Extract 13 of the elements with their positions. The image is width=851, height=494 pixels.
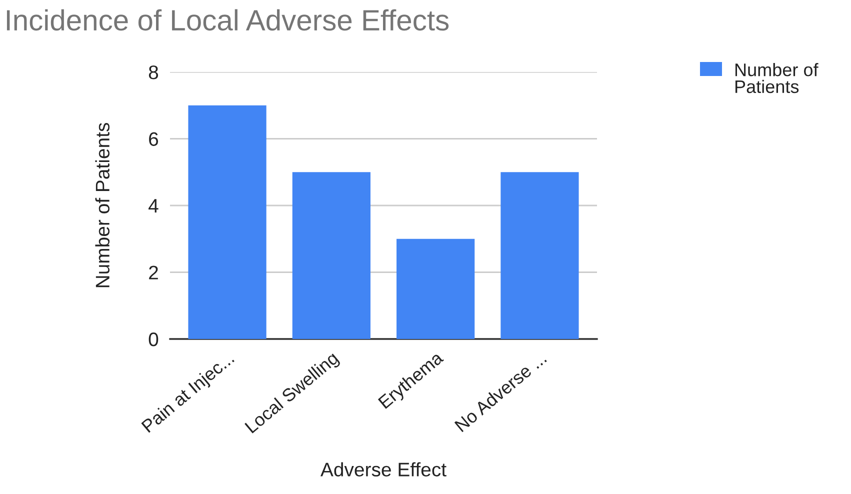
y-tick-label: 0 xyxy=(148,332,158,346)
y-tick-label: 8 xyxy=(148,65,158,80)
bar xyxy=(396,238,475,339)
chart-title: Incidence of Local Adverse Effects xyxy=(6,9,449,31)
bar xyxy=(188,105,266,339)
bar xyxy=(500,172,579,339)
x-axis-title: Adverse Effect xyxy=(320,462,446,476)
y-tick-label: 2 xyxy=(149,266,158,280)
y-tick-label: 4 xyxy=(148,199,158,213)
bar xyxy=(292,172,370,339)
y-axis-title: Number of Patients xyxy=(95,122,110,288)
y-tick-label: 6 xyxy=(149,132,158,146)
legend-label: Number of Patients xyxy=(735,63,818,94)
